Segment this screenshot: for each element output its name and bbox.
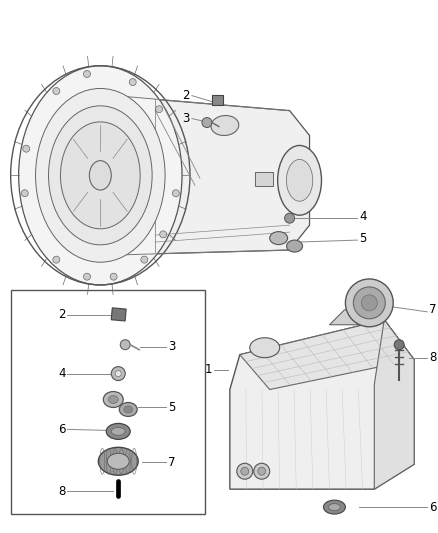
Text: 8: 8 [429, 351, 436, 364]
Ellipse shape [328, 504, 340, 511]
Ellipse shape [106, 423, 130, 439]
Circle shape [155, 106, 162, 112]
Text: 6: 6 [58, 423, 65, 436]
Ellipse shape [324, 500, 346, 514]
Circle shape [394, 340, 404, 350]
Ellipse shape [119, 402, 137, 416]
Circle shape [120, 340, 130, 350]
Ellipse shape [19, 66, 182, 285]
Circle shape [173, 190, 179, 197]
Ellipse shape [111, 427, 125, 435]
Circle shape [361, 295, 377, 311]
Ellipse shape [103, 392, 123, 407]
Ellipse shape [270, 232, 288, 245]
Text: 7: 7 [168, 456, 176, 469]
Circle shape [258, 467, 266, 475]
Circle shape [141, 256, 148, 263]
Ellipse shape [278, 146, 321, 215]
Circle shape [115, 370, 121, 377]
Text: 4: 4 [359, 209, 367, 223]
Circle shape [285, 213, 295, 223]
Text: 6: 6 [429, 500, 437, 514]
Circle shape [53, 87, 60, 94]
Ellipse shape [124, 406, 133, 413]
Polygon shape [230, 320, 414, 489]
Circle shape [111, 367, 125, 381]
Text: 3: 3 [183, 112, 190, 125]
Circle shape [110, 273, 117, 280]
Circle shape [237, 463, 253, 479]
Circle shape [241, 467, 249, 475]
Bar [212, 95, 223, 104]
Ellipse shape [250, 338, 279, 358]
Ellipse shape [211, 116, 239, 135]
Ellipse shape [286, 240, 303, 252]
Polygon shape [329, 310, 359, 325]
Ellipse shape [108, 395, 118, 403]
Circle shape [160, 231, 166, 238]
Polygon shape [374, 320, 414, 489]
Ellipse shape [60, 122, 140, 229]
Bar [11, 290, 205, 514]
Circle shape [84, 273, 91, 280]
Circle shape [254, 463, 270, 479]
Text: 4: 4 [58, 367, 65, 380]
Text: 2: 2 [58, 308, 65, 321]
Ellipse shape [286, 159, 313, 201]
Text: 5: 5 [168, 401, 176, 414]
Polygon shape [110, 95, 310, 255]
Ellipse shape [89, 160, 111, 190]
Ellipse shape [49, 106, 152, 245]
Text: 1: 1 [205, 363, 212, 376]
Text: 5: 5 [359, 232, 367, 245]
Circle shape [346, 279, 393, 327]
Text: 7: 7 [429, 303, 437, 317]
Bar [111, 308, 126, 321]
Text: 8: 8 [58, 484, 65, 498]
Polygon shape [240, 320, 414, 390]
Circle shape [21, 190, 28, 197]
Circle shape [53, 256, 60, 263]
Ellipse shape [98, 447, 138, 475]
Bar [255, 172, 273, 187]
Ellipse shape [35, 88, 165, 262]
Text: 2: 2 [183, 89, 190, 102]
Circle shape [353, 287, 385, 319]
Ellipse shape [107, 453, 129, 469]
Circle shape [23, 145, 30, 152]
Text: 3: 3 [168, 340, 176, 353]
Circle shape [84, 70, 91, 77]
Circle shape [202, 118, 212, 127]
Circle shape [129, 78, 136, 86]
